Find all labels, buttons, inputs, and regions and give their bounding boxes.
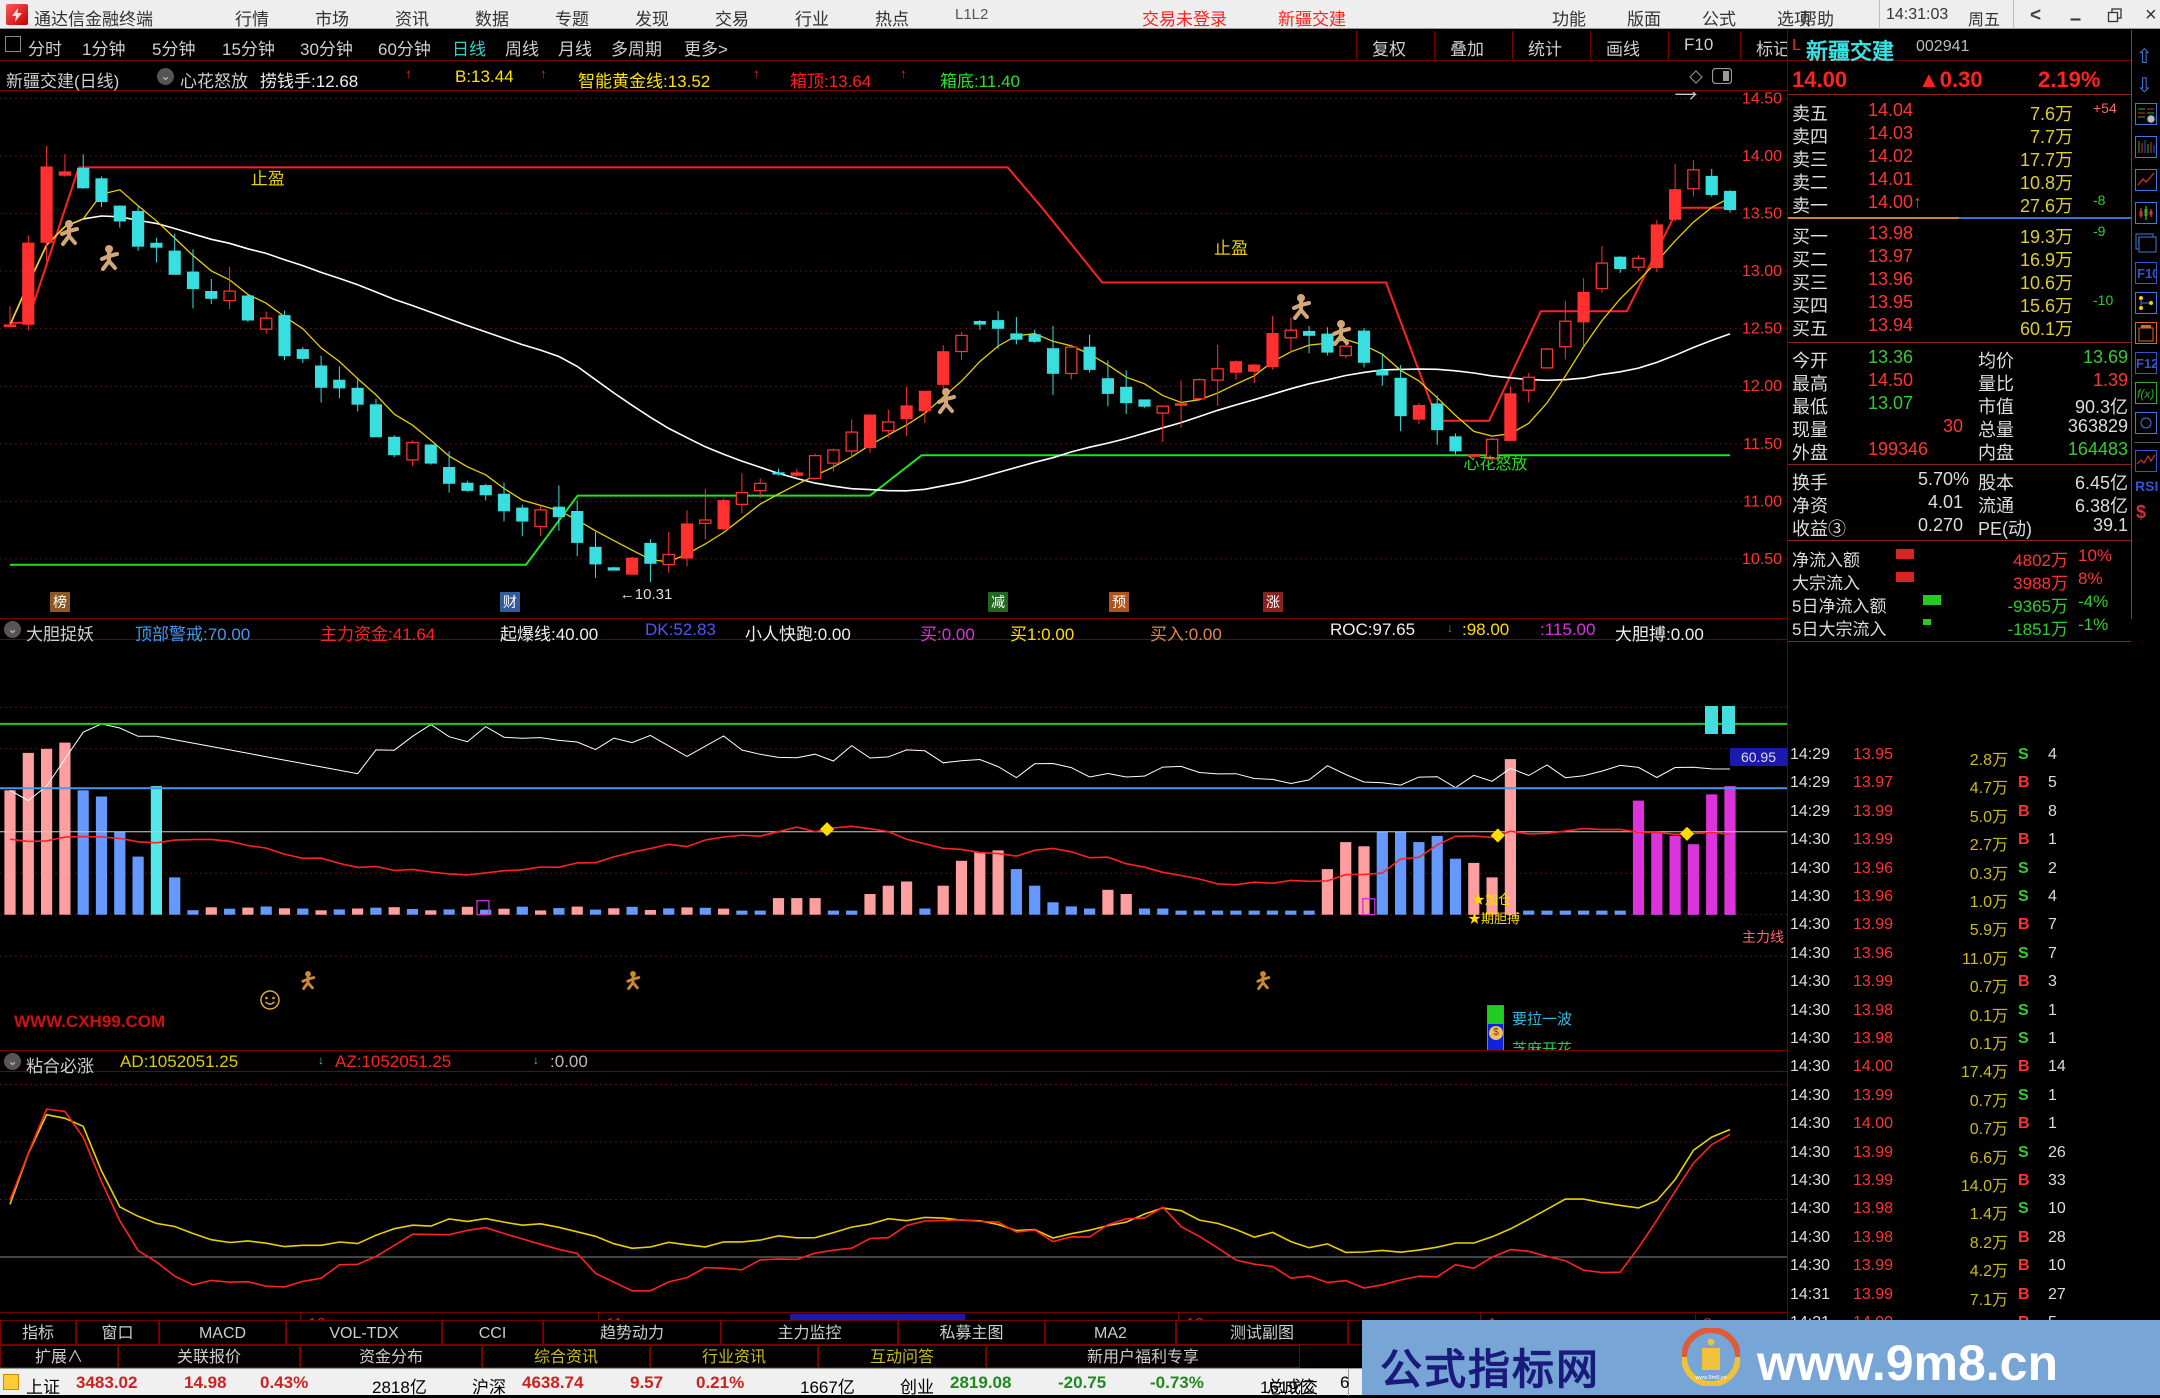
svg-text:f(x): f(x) [2137,387,2154,401]
svg-text:12.50: 12.50 [1742,321,1782,338]
svg-text:F12: F12 [2136,356,2157,371]
svg-text:13.00: 13.00 [1742,263,1782,280]
svg-text:F10: F10 [2137,266,2157,281]
svg-text:止盈: 止盈 [251,170,285,189]
svg-text:14.50: 14.50 [1623,92,1666,94]
svg-text:13.50: 13.50 [1742,205,1782,222]
svg-text:14.50: 14.50 [1742,92,1782,107]
svg-text:11.00: 11.00 [1743,493,1782,510]
svg-text:10.50: 10.50 [1742,551,1782,568]
svg-text:14.00: 14.00 [1742,148,1782,165]
svg-text:11.50: 11.50 [1743,436,1782,453]
svg-text:止盈: 止盈 [1214,239,1248,258]
svg-text:心花怒放: 心花怒放 [1463,455,1527,473]
svg-text:www.9m8.cn: www.9m8.cn [1694,1375,1726,1381]
svg-text:←10.31: ←10.31 [620,586,673,603]
svg-text:12.00: 12.00 [1742,378,1782,395]
